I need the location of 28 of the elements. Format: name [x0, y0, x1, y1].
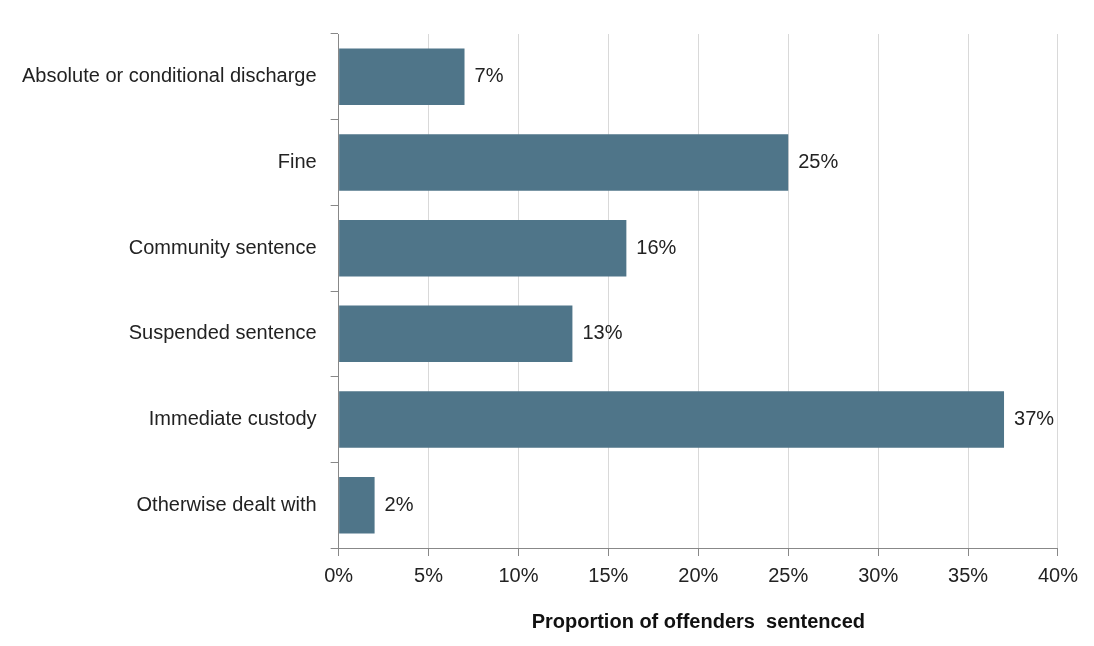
data-label: 25% — [798, 150, 839, 173]
y-tick-label: Otherwise dealt with — [136, 492, 317, 515]
x-tick-label: 40% — [1037, 563, 1079, 586]
x-tick-label: 25% — [768, 563, 809, 586]
bar — [339, 219, 627, 277]
y-tick-label: Suspended sentence — [128, 321, 317, 344]
y-tick-label: Absolute or conditional discharge — [21, 64, 317, 87]
bar — [339, 305, 573, 363]
x-tick-label: 10% — [498, 563, 539, 586]
x-axis-title: Proportion of offenders sentenced — [531, 609, 865, 632]
y-tick-label: Fine — [277, 150, 317, 173]
x-tick-label: 15% — [588, 563, 629, 586]
data-label: 2% — [384, 492, 414, 515]
x-tick-label: 5% — [414, 563, 444, 586]
y-tick-label: Community sentence — [128, 235, 317, 258]
data-label: 7% — [474, 64, 504, 87]
bar — [339, 134, 789, 191]
x-tick-label: 20% — [678, 563, 719, 586]
data-label: 13% — [582, 321, 623, 344]
y-tick-label: Immediate custody — [148, 407, 317, 430]
bar — [339, 48, 465, 106]
data-label: 16% — [636, 235, 677, 258]
data-label: 37% — [1014, 407, 1055, 430]
x-tick-label: 30% — [858, 563, 899, 586]
x-tick-label: 0% — [324, 563, 354, 586]
x-tick-label: 35% — [948, 563, 989, 586]
bar — [339, 476, 375, 534]
bar — [339, 391, 1005, 448]
